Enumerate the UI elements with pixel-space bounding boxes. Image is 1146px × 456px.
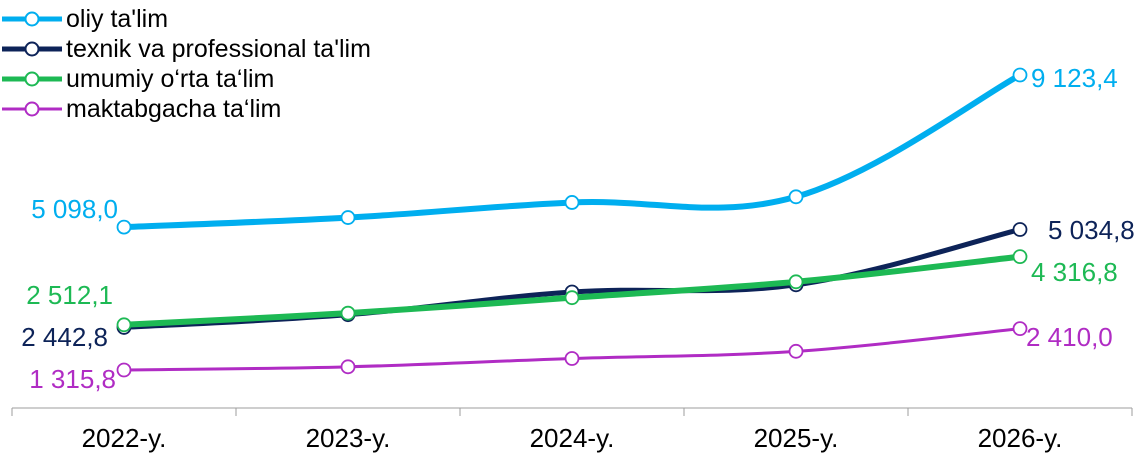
- data-label-first: 2 512,1: [26, 280, 113, 310]
- x-tick-label: 2024-y.: [530, 423, 615, 453]
- data-point: [1012, 249, 1028, 265]
- legend-item-maktabgacha: maktabgacha ta‘lim: [0, 94, 371, 124]
- data-point: [1012, 321, 1028, 337]
- x-tick-label: 2026-y.: [978, 423, 1063, 453]
- data-point: [788, 274, 804, 290]
- data-label-first: 5 098,0: [31, 194, 118, 224]
- data-label-first: 2 442,8: [21, 322, 108, 352]
- data-label-first: 1 315,8: [29, 364, 116, 394]
- series-line: [121, 226, 1023, 330]
- data-label-last: 5 034,8: [1048, 215, 1135, 245]
- x-tick-label: 2023-y.: [306, 423, 391, 453]
- x-tick-label: 2025-y.: [754, 423, 839, 453]
- legend-marker-icon: [0, 94, 64, 124]
- legend-label: maktabgacha ta‘lim: [66, 94, 282, 123]
- data-point: [340, 210, 356, 225]
- legend-label: oliy ta'lim: [66, 4, 169, 33]
- data-point: [788, 189, 804, 205]
- legend-label: umumiy o‘rta ta‘lim: [66, 64, 275, 93]
- data-point: [340, 359, 356, 375]
- legend-item-oliy: oliy ta'lim: [0, 4, 371, 34]
- data-point: [564, 195, 580, 210]
- x-tick-label: 2022-y.: [82, 423, 167, 453]
- legend-item-umumiy: umumiy o‘rta ta‘lim: [0, 64, 371, 94]
- series-line: [121, 72, 1023, 231]
- data-label-last: 9 123,4: [1031, 63, 1118, 93]
- data-point: [116, 362, 132, 378]
- data-point: [564, 351, 580, 366]
- data-label-last: 2 410,0: [1026, 322, 1113, 352]
- data-label-last: 4 316,8: [1031, 257, 1118, 287]
- data-point: [116, 317, 132, 333]
- data-point: [564, 290, 580, 306]
- legend-marker-icon: [0, 34, 64, 64]
- data-point: [116, 219, 132, 235]
- legend-marker-icon: [0, 4, 64, 34]
- chart-legend: oliy ta'lim texnik va professional ta'li…: [0, 4, 371, 124]
- legend-item-texnik: texnik va professional ta'lim: [0, 34, 371, 64]
- data-point: [788, 343, 804, 359]
- legend-marker-icon: [0, 64, 64, 94]
- legend-label: texnik va professional ta'lim: [66, 34, 371, 63]
- data-point: [340, 305, 356, 321]
- data-point: [1012, 222, 1028, 237]
- data-point: [1012, 67, 1028, 83]
